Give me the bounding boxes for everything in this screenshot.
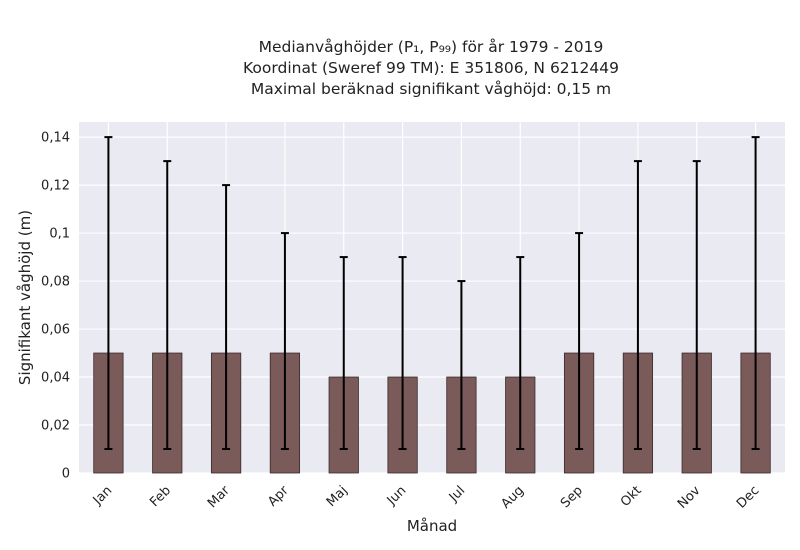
x-tick-label: Jan — [90, 483, 115, 508]
y-tick-label: 0,06 — [41, 323, 70, 338]
chart-title-line: Koordinat (Sweref 99 TM): E 351806, N 62… — [243, 59, 619, 77]
x-tick-label: Dec — [734, 483, 762, 511]
x-tick-label: Sep — [558, 483, 586, 511]
y-tick-label: 0,14 — [41, 131, 70, 146]
chart-title-line: Maximal beräknad signifikant våghöjd: 0,… — [251, 80, 611, 98]
x-axis-label: Månad — [407, 517, 457, 535]
y-tick-label: 0,08 — [41, 275, 70, 290]
y-tick-label: 0,12 — [41, 179, 70, 194]
y-tick-label: 0,1 — [49, 227, 70, 242]
y-tick-label: 0 — [62, 467, 70, 482]
y-axis-label: Signifikant våghöjd (m) — [16, 210, 34, 385]
x-tick-label: Feb — [147, 483, 174, 510]
x-tick-label: Jul — [446, 483, 468, 505]
y-tick-label: 0,02 — [41, 419, 70, 434]
x-tick-label: Mar — [205, 483, 233, 511]
x-tick-label: Maj — [324, 483, 351, 510]
chart-title-line: Medianvåghöjder (P₁, P₉₉) för år 1979 - … — [259, 38, 604, 56]
x-tick-label: Nov — [675, 483, 704, 512]
x-tick-label: Okt — [618, 483, 645, 510]
x-tick-label: Aug — [499, 483, 528, 512]
x-tick-label: Apr — [265, 483, 292, 510]
y-tick-label: 0,04 — [41, 371, 70, 386]
plot-area — [79, 122, 785, 473]
x-tick-label: Jun — [384, 483, 410, 509]
